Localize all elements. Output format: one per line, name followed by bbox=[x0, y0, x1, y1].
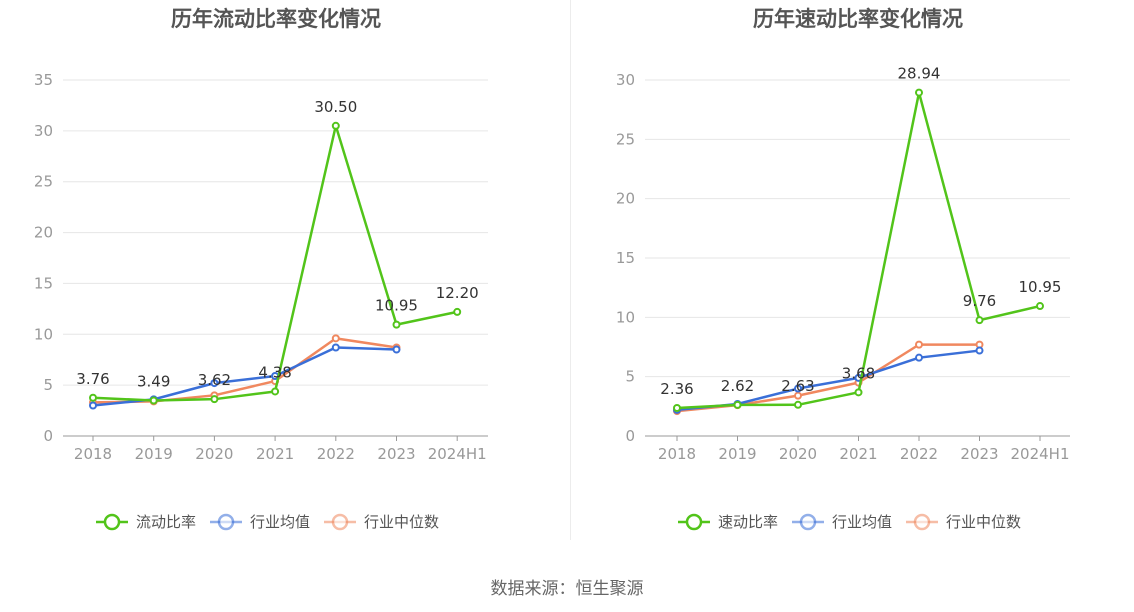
data-point bbox=[210, 379, 219, 388]
data-point bbox=[392, 320, 401, 329]
data-label: 12.20 bbox=[436, 284, 479, 302]
y-tick-label: 25 bbox=[616, 130, 635, 148]
legend-label: 流动比率 bbox=[136, 513, 196, 531]
data-label: 10.95 bbox=[375, 297, 418, 315]
data-source-label: 数据来源：恒生聚源 bbox=[490, 579, 644, 599]
y-tick-label: 25 bbox=[34, 173, 53, 191]
legend-label: 行业中位数 bbox=[946, 513, 1021, 531]
data-label: 30.50 bbox=[314, 98, 357, 116]
legend-label: 行业中位数 bbox=[364, 513, 439, 531]
x-tick-label: 2019 bbox=[718, 445, 756, 463]
x-tick-label: 2020 bbox=[195, 445, 233, 463]
data-point bbox=[915, 340, 923, 349]
data-point bbox=[975, 316, 984, 325]
legend-marker bbox=[217, 513, 235, 531]
y-tick-label: 5 bbox=[625, 368, 635, 386]
series-line bbox=[92, 124, 458, 402]
y-tick-label: 5 bbox=[43, 376, 53, 394]
data-point bbox=[794, 391, 802, 400]
legend-label: 速动比率 bbox=[718, 513, 778, 531]
data-point bbox=[331, 121, 340, 130]
legend-marker bbox=[685, 513, 703, 531]
y-tick-label: 30 bbox=[34, 122, 53, 140]
data-point bbox=[975, 346, 984, 355]
data-point bbox=[392, 345, 401, 354]
data-label: 3.49 bbox=[137, 373, 170, 391]
data-label: 2.62 bbox=[721, 377, 754, 395]
data-label: 3.68 bbox=[842, 364, 875, 382]
y-tick-label: 20 bbox=[616, 190, 635, 208]
legend-label: 行业均值 bbox=[250, 513, 310, 531]
data-point bbox=[854, 388, 863, 397]
data-label: 2.36 bbox=[660, 380, 693, 398]
data-point bbox=[149, 396, 158, 405]
data-point bbox=[210, 395, 219, 404]
y-tick-label: 10 bbox=[616, 308, 635, 326]
y-tick-label: 30 bbox=[616, 71, 635, 89]
charts-canvas: 历年流动比率变化情况 0 5 10 15 20 25 30 35 2018 2019 2020 2021… bbox=[34, 7, 1070, 531]
legend-marker bbox=[331, 513, 349, 531]
data-label: 10.95 bbox=[1019, 278, 1062, 296]
legend-marker bbox=[103, 513, 121, 531]
data-label: 3.62 bbox=[198, 371, 231, 389]
data-point bbox=[89, 393, 97, 402]
legend-label: 行业均值 bbox=[832, 513, 892, 531]
data-point bbox=[733, 400, 742, 409]
legend-marker bbox=[913, 513, 931, 531]
y-tick-label: 20 bbox=[34, 224, 53, 242]
y-tick-label: 15 bbox=[34, 274, 53, 292]
x-tick-label: 2021 bbox=[256, 445, 294, 463]
data-point bbox=[915, 353, 923, 362]
x-tick-label: 2021 bbox=[839, 445, 877, 463]
data-label: 28.94 bbox=[898, 65, 941, 83]
chart-divider bbox=[570, 0, 571, 540]
data-point bbox=[331, 334, 340, 343]
data-point bbox=[673, 403, 681, 412]
y-tick-label: 35 bbox=[34, 71, 53, 89]
data-label: 3.76 bbox=[76, 370, 109, 388]
chart-title: 历年流动比率变化情况 bbox=[171, 7, 381, 31]
data-point bbox=[915, 88, 923, 97]
x-tick-label: 2022 bbox=[900, 445, 938, 463]
x-tick-label: 2020 bbox=[779, 445, 817, 463]
x-tick-label: 2019 bbox=[135, 445, 173, 463]
data-point bbox=[271, 387, 280, 396]
x-tick-label: 2022 bbox=[317, 445, 355, 463]
data-point bbox=[1036, 302, 1044, 311]
x-tick-label: 2018 bbox=[658, 445, 696, 463]
y-tick-label: 15 bbox=[616, 249, 635, 267]
data-point bbox=[453, 307, 462, 316]
chart-title: 历年速动比率变化情况 bbox=[753, 7, 963, 31]
x-tick-label: 2024H1 bbox=[428, 445, 487, 463]
data-point bbox=[331, 343, 340, 352]
x-tick-label: 2023 bbox=[960, 445, 998, 463]
data-label: 2.63 bbox=[781, 377, 814, 395]
data-point bbox=[794, 400, 802, 409]
y-tick-label: 10 bbox=[34, 325, 53, 343]
x-tick-label: 2024H1 bbox=[1011, 445, 1070, 463]
data-label: 4.38 bbox=[258, 363, 291, 381]
legend-marker bbox=[799, 513, 817, 531]
y-tick-label: 0 bbox=[43, 427, 53, 445]
x-tick-label: 2018 bbox=[74, 445, 112, 463]
data-point bbox=[794, 384, 802, 393]
y-tick-label: 0 bbox=[625, 427, 635, 445]
series-line bbox=[676, 91, 1041, 410]
x-tick-label: 2023 bbox=[377, 445, 415, 463]
data-point bbox=[89, 401, 97, 410]
data-label: 9.76 bbox=[963, 292, 996, 310]
